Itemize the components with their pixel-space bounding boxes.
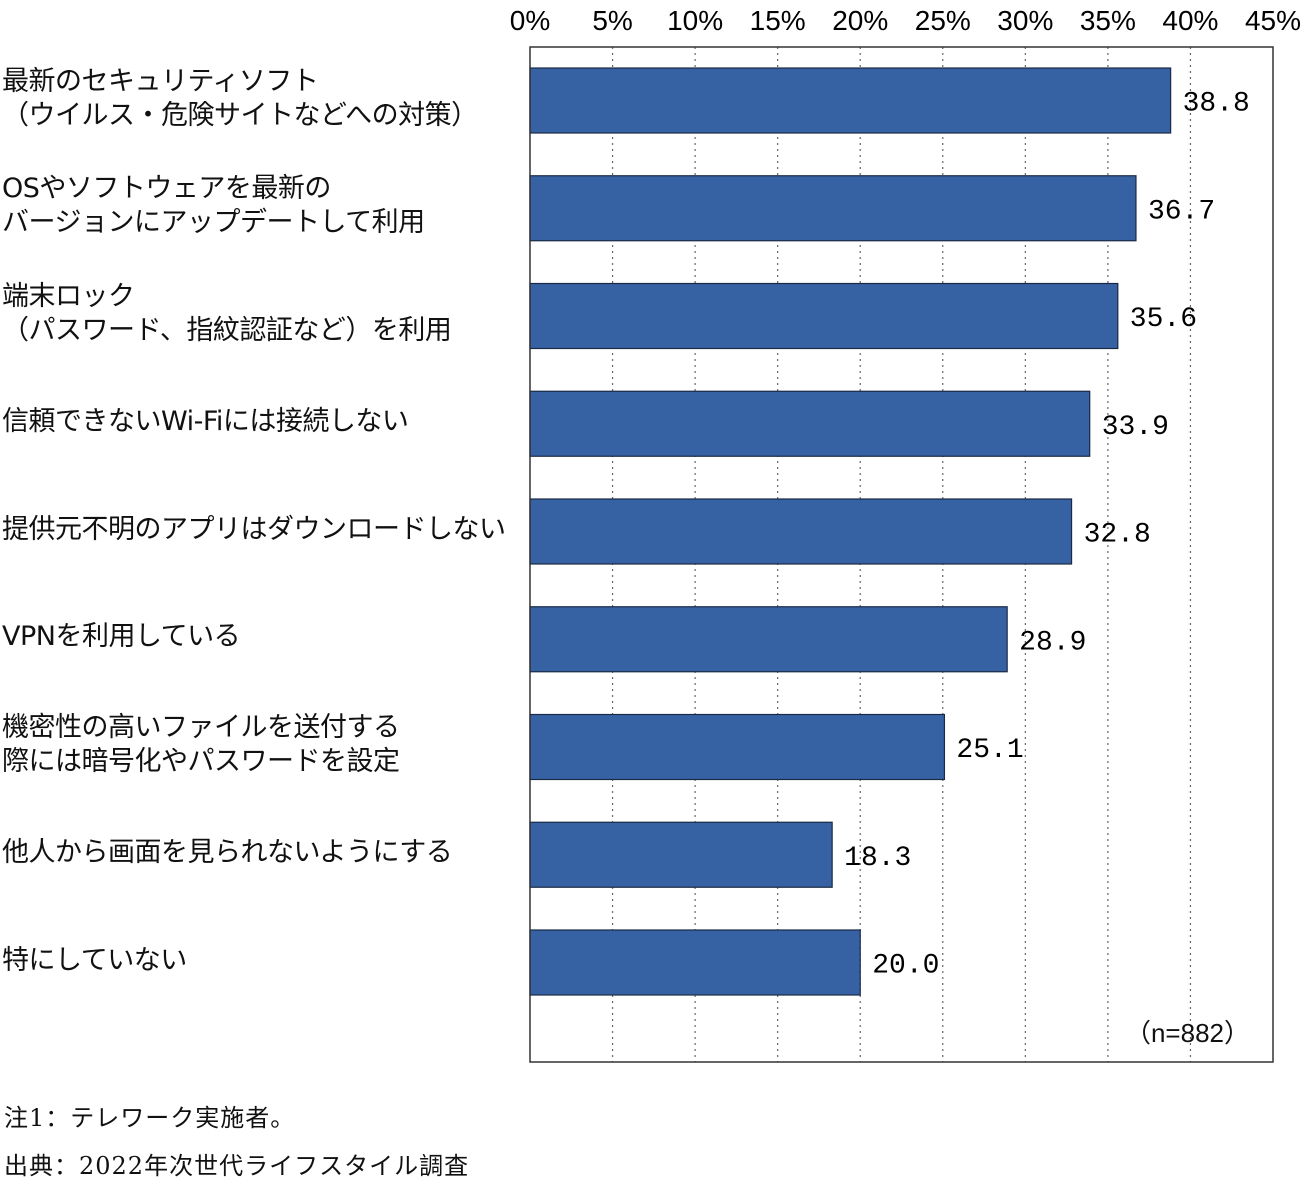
- x-tick-label: 25%: [915, 5, 971, 36]
- category-label: 特にしていない: [2, 944, 187, 978]
- x-tick-label: 30%: [997, 5, 1053, 36]
- category-label-line: 際には暗号化やパスワードを設定: [2, 746, 400, 777]
- category-label-line: バージョンにアップデートして利用: [2, 207, 425, 239]
- sample-size-annotation: （n=882）: [1125, 1018, 1250, 1048]
- bar: [529, 713, 946, 781]
- value-label: 36.7: [1148, 196, 1215, 227]
- value-label: 33.9: [1102, 412, 1169, 443]
- category-label: VPNを利用している: [2, 620, 241, 654]
- value-label: 35.6: [1130, 304, 1197, 335]
- category-label: 機密性の高いファイルを送付する 際には暗号化やパスワードを設定: [2, 711, 400, 779]
- category-label-line: （パスワード、指紋認証など）を利用: [2, 315, 452, 346]
- bar: [529, 606, 1008, 673]
- category-label: OSやソフトウェアを最新の バージョンにアップデートして利用: [2, 172, 425, 240]
- category-label-line: 特にしていない: [2, 944, 187, 976]
- x-tick-label: 20%: [832, 5, 888, 36]
- category-label-line: 最新のセキュリティソフト: [2, 65, 319, 97]
- source-note: 出典：2022年次世代ライフスタイル調査: [4, 1152, 470, 1180]
- bar: [529, 498, 1073, 565]
- category-label-line: 提供元不明のアプリはダウンロードしない: [2, 513, 506, 545]
- x-tick-label: 35%: [1080, 5, 1136, 36]
- category-label-line: 信頼できないWi-Fiには接続しない: [2, 405, 409, 437]
- category-label: 他人から画面を見られないようにする: [2, 836, 453, 870]
- value-label: 25.1: [956, 735, 1023, 766]
- category-label-line: 他人から画面を見られないようにする: [2, 836, 453, 868]
- bar: [529, 175, 1137, 242]
- x-tick-label: 0%: [510, 5, 550, 36]
- x-tick-label: 45%: [1245, 5, 1301, 36]
- value-label: 28.9: [1019, 627, 1086, 658]
- bar: [529, 821, 833, 888]
- bar: [529, 282, 1119, 350]
- value-label: 32.8: [1084, 520, 1151, 551]
- category-label: 信頼できないWi-Fiには接続しない: [2, 405, 409, 439]
- x-tick-label: 40%: [1162, 5, 1218, 36]
- value-label: 38.8: [1183, 89, 1250, 120]
- category-label-line: （ウイルス・危険サイトなどへの対策）: [2, 99, 478, 131]
- note-1: 注1：テレワーク実施者。: [4, 1104, 296, 1132]
- value-label: 20.0: [872, 951, 939, 982]
- category-label-line: OSやソフトウェアを最新の: [2, 173, 331, 205]
- x-tick-label: 10%: [667, 5, 723, 36]
- x-tick-label: 15%: [750, 5, 806, 36]
- bar: [529, 390, 1091, 457]
- category-label-line: VPNを利用している: [2, 621, 241, 653]
- x-tick-label: 5%: [592, 5, 632, 36]
- plot-frame: [529, 46, 1274, 1063]
- category-label-line: 端末ロック: [2, 281, 135, 312]
- category-label: 端末ロック （パスワード、指紋認証など）を利用: [2, 280, 452, 348]
- value-label: 18.3: [844, 843, 911, 874]
- bar: [529, 67, 1172, 134]
- bar: [529, 929, 861, 996]
- category-label: 提供元不明のアプリはダウンロードしない: [2, 513, 506, 547]
- category-label-line: 機密性の高いファイルを送付する: [2, 712, 400, 743]
- category-label: 最新のセキュリティソフト （ウイルス・危険サイトなどへの対策）: [2, 65, 478, 133]
